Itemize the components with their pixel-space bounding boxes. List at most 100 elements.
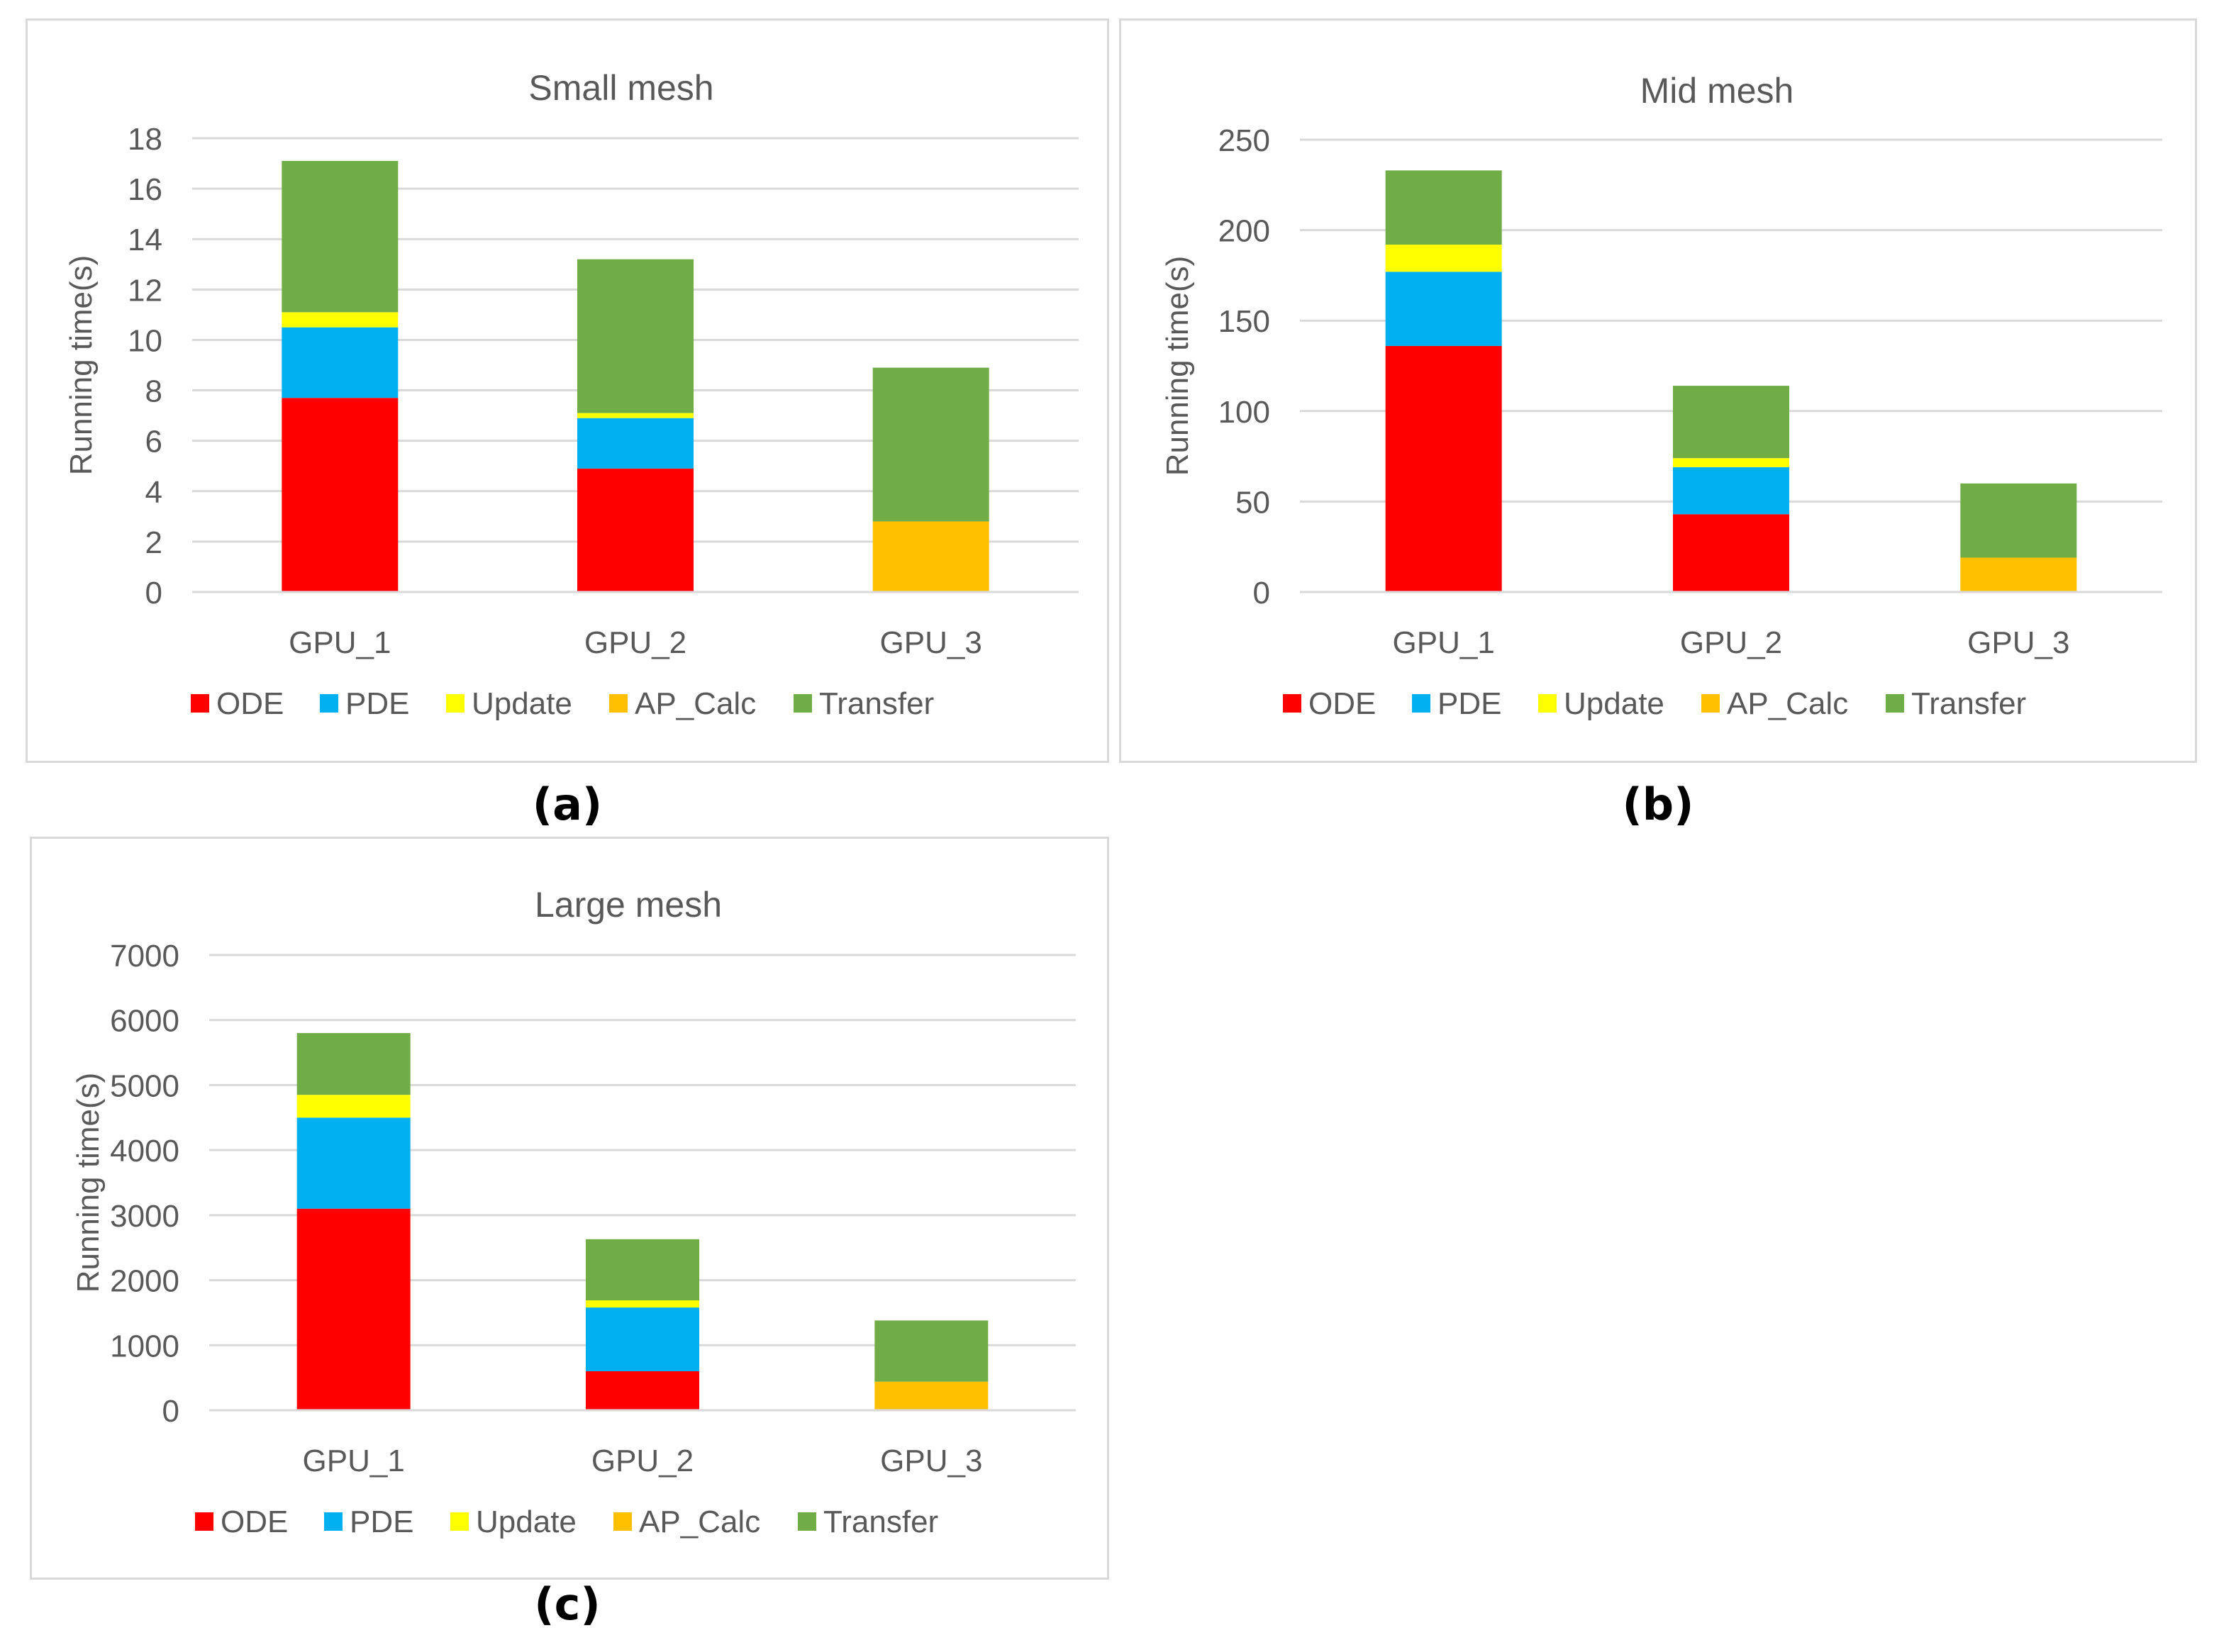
legend-swatch-ap-calc xyxy=(613,1512,632,1531)
bar-ode-gpu-1 xyxy=(296,1208,411,1410)
bar-pde-gpu-2 xyxy=(1673,467,1789,515)
y-tick-label: 12 xyxy=(128,273,162,308)
bar-update-gpu-2 xyxy=(577,413,694,418)
bar-ode-gpu-1 xyxy=(1385,345,1502,592)
legend-swatch-pde xyxy=(324,1512,343,1531)
bar-update-gpu-1 xyxy=(296,1095,411,1118)
legend-swatch-pde xyxy=(1412,694,1430,713)
y-tick-label: 1000 xyxy=(110,1329,179,1363)
legend-swatch-ode xyxy=(195,1512,213,1531)
chart-panel-small-mesh: Small mesh 0 2 4 6 8 10 12 14 16 18 Running time(s)… xyxy=(26,18,1109,763)
bar-transfer-gpu-2 xyxy=(577,259,694,413)
caption-b: (b) xyxy=(1622,778,1694,830)
legend-label-transfer: Transfer xyxy=(823,1505,938,1539)
chart-title: Mid mesh xyxy=(1640,71,1794,111)
legend-label-ode: ODE xyxy=(1308,686,1376,721)
chart-svg-large-mesh: Large mesh 0 1000 2000 3000 4000 5000 6000 7000 R… xyxy=(71,885,1076,1539)
legend-label-pde: PDE xyxy=(345,686,409,721)
legend-swatch-ap-calc xyxy=(609,694,628,713)
y-tick-label: 150 xyxy=(1218,304,1270,339)
x-tick-label: GPU_1 xyxy=(289,625,391,660)
y-axis-label: Running time(s) xyxy=(64,255,99,476)
legend-label-transfer: Transfer xyxy=(819,686,934,721)
legend-swatch-pde xyxy=(320,694,338,713)
legend-label-ap-calc: AP_Calc xyxy=(639,1505,760,1539)
y-tick-label: 2 xyxy=(145,525,162,560)
y-tick-label: 18 xyxy=(128,122,162,157)
y-tick-label: 200 xyxy=(1218,214,1270,249)
bar-ode-gpu-2 xyxy=(586,1371,699,1410)
y-tick-label: 100 xyxy=(1218,395,1270,430)
y-tick-label: 0 xyxy=(145,576,162,610)
y-tick-label: 8 xyxy=(145,374,162,409)
bar-ode-gpu-2 xyxy=(577,468,694,592)
bar-update-gpu-2 xyxy=(586,1300,699,1308)
x-tick-label: GPU_2 xyxy=(591,1444,694,1478)
bar-transfer-gpu-1 xyxy=(282,161,399,313)
bar-update-gpu-2 xyxy=(1673,458,1789,467)
y-tick-label: 50 xyxy=(1235,485,1270,520)
x-tick-label: GPU_2 xyxy=(1680,625,1782,660)
x-tick-label: GPU_3 xyxy=(880,625,982,660)
legend-swatch-ap-calc xyxy=(1701,694,1720,713)
legend-label-transfer: Transfer xyxy=(1911,686,2026,721)
legend-label-pde: PDE xyxy=(1437,686,1501,721)
legend-label-update: Update xyxy=(476,1505,577,1539)
y-tick-label: 0 xyxy=(1253,576,1270,610)
y-tick-label: 250 xyxy=(1218,123,1270,158)
bar-pde-gpu-2 xyxy=(577,418,694,469)
bar-update-gpu-1 xyxy=(282,312,399,328)
y-axis-label: Running time(s) xyxy=(71,1073,106,1293)
legend-label-pde: PDE xyxy=(350,1505,413,1539)
bar-ap-calc-gpu-3 xyxy=(872,521,989,592)
x-tick-label: GPU_1 xyxy=(1393,625,1495,660)
bar-transfer-gpu-2 xyxy=(1673,386,1789,459)
bar-pde-gpu-2 xyxy=(586,1307,699,1371)
bar-ap-calc-gpu-3 xyxy=(874,1381,989,1410)
legend-label-ap-calc: AP_Calc xyxy=(1727,686,1848,721)
y-tick-label: 3000 xyxy=(110,1199,179,1234)
x-tick-label: GPU_2 xyxy=(584,625,686,660)
bar-pde-gpu-1 xyxy=(296,1117,411,1209)
bar-transfer-gpu-3 xyxy=(1960,483,2077,558)
bar-update-gpu-1 xyxy=(1385,245,1502,272)
legend-swatch-update xyxy=(1538,694,1557,713)
bar-pde-gpu-1 xyxy=(282,327,399,398)
legend-swatch-ode xyxy=(1283,694,1301,713)
caption-a: (a) xyxy=(532,778,603,830)
y-tick-label: 7000 xyxy=(110,939,179,973)
bar-transfer-gpu-1 xyxy=(1385,170,1502,245)
bar-pde-gpu-1 xyxy=(1385,272,1502,346)
bar-ode-gpu-1 xyxy=(282,398,399,592)
chart-panel-large-mesh: Large mesh 0 1000 2000 3000 4000 5000 6000 7000 R… xyxy=(30,837,1109,1580)
y-tick-label: 4000 xyxy=(110,1134,179,1168)
x-tick-label: GPU_1 xyxy=(303,1444,405,1478)
legend-label-update: Update xyxy=(1564,686,1664,721)
bar-ap-calc-gpu-3 xyxy=(1960,557,2077,592)
bar-transfer-gpu-3 xyxy=(874,1320,989,1382)
y-tick-label: 6000 xyxy=(110,1004,179,1039)
y-tick-label: 16 xyxy=(128,172,162,207)
legend-label-update: Update xyxy=(472,686,572,721)
y-tick-label: 4 xyxy=(145,475,162,510)
legend-swatch-ode xyxy=(191,694,209,713)
chart-title: Small mesh xyxy=(528,68,713,108)
y-tick-label: 10 xyxy=(128,323,162,358)
legend-swatch-transfer xyxy=(794,694,812,713)
legend-label-ap-calc: AP_Calc xyxy=(635,686,756,721)
legend-swatch-transfer xyxy=(1886,694,1904,713)
y-tick-label: 5000 xyxy=(110,1068,179,1103)
legend-label-ode: ODE xyxy=(216,686,284,721)
y-tick-label: 14 xyxy=(128,223,162,257)
bar-transfer-gpu-2 xyxy=(586,1239,699,1301)
bar-transfer-gpu-3 xyxy=(872,367,989,522)
chart-svg-small-mesh: Small mesh 0 2 4 6 8 10 12 14 16 18 Running time(s)… xyxy=(64,68,1079,721)
bar-ode-gpu-2 xyxy=(1673,514,1789,592)
y-tick-label: 0 xyxy=(162,1394,179,1429)
legend-swatch-update xyxy=(450,1512,469,1531)
chart-panel-mid-mesh: Mid mesh 0 50 100 150 200 250 Running time(s) GP… xyxy=(1119,18,2197,763)
x-tick-label: GPU_3 xyxy=(880,1444,982,1478)
y-tick-label: 2000 xyxy=(110,1264,179,1299)
caption-c: (c) xyxy=(534,1578,601,1630)
y-axis-label: Running time(s) xyxy=(1160,256,1195,476)
